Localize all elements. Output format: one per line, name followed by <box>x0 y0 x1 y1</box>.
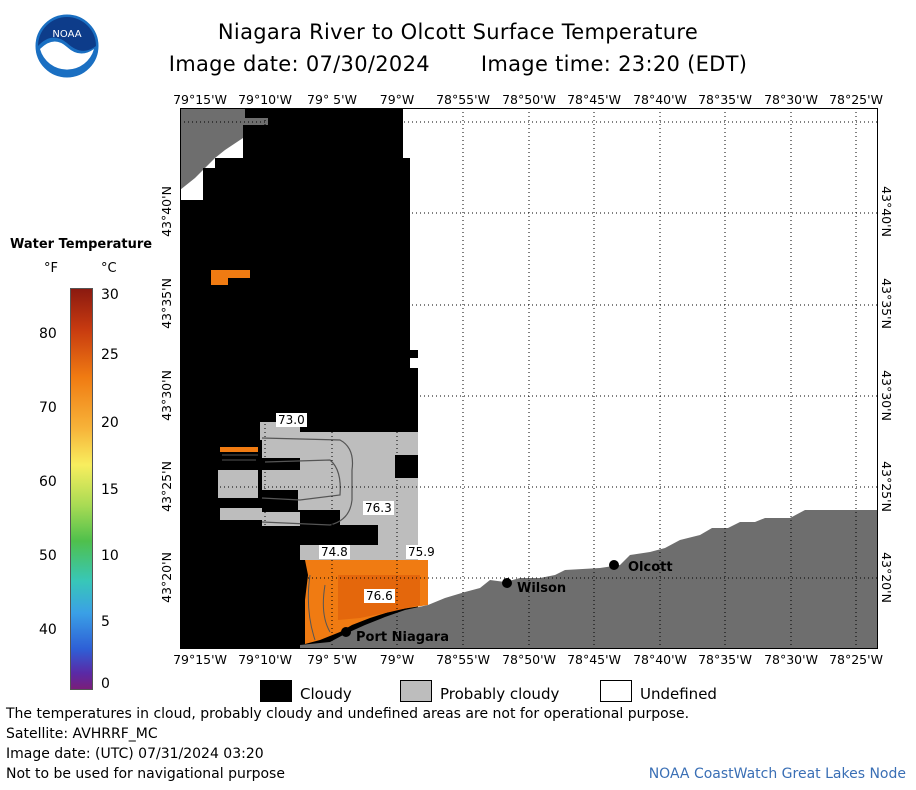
map-frame <box>180 108 878 649</box>
probably-cloudy-area <box>218 470 258 498</box>
lon-label-bottom: 78°50'W <box>502 652 556 667</box>
contour-line <box>261 459 341 501</box>
temperature-label: 76.6 <box>364 589 395 603</box>
lat-label-left: 43°30'N <box>158 370 174 421</box>
lon-label-bottom: 78°30'W <box>764 652 818 667</box>
utc-date-note: Image date: (UTC) 07/31/2024 03:20 <box>6 746 264 762</box>
noaa-logo-text: NOAA <box>52 29 81 40</box>
probably-cloudy-area <box>220 508 262 520</box>
probably-cloudy-label: Probably cloudy <box>440 685 560 703</box>
lat-label-right: 43°25'N <box>878 461 894 512</box>
satellite-note: Satellite: AVHRRF_MC <box>6 726 158 742</box>
noaa-logo-icon: NOAA <box>34 13 100 79</box>
disclaimer-note: The temperatures in cloud, probably clou… <box>6 706 690 722</box>
lat-label-left: 43°35'N <box>158 278 174 329</box>
lon-label-top: 78°50'W <box>502 92 556 107</box>
temperature-label: 74.8 <box>319 545 350 559</box>
lat-label-right: 43°40'N <box>878 186 894 237</box>
lat-label-right: 43°35'N <box>878 278 894 329</box>
place-wilson: Wilson <box>517 581 567 596</box>
c-tick: 30 <box>101 287 119 303</box>
f-tick: 70 <box>39 400 57 416</box>
credit-link[interactable]: NOAA CoastWatch Great Lakes Node <box>648 766 906 782</box>
lat-label-left: 43°20'N <box>158 552 174 603</box>
lon-label-top: 78°25'W <box>829 92 883 107</box>
lon-label-top: 78°55'W <box>436 92 490 107</box>
location-dot-icon <box>609 560 619 570</box>
f-tick: 60 <box>39 474 57 490</box>
temperature-label: 73.0 <box>276 413 307 427</box>
lon-label-top: 78°35'W <box>698 92 752 107</box>
lon-label-bottom: 78°25'W <box>829 652 883 667</box>
place-olcott: Olcott <box>628 560 673 575</box>
c-tick: 25 <box>101 347 119 363</box>
contour-line <box>222 454 258 461</box>
temperature-label: 75.9 <box>406 545 437 559</box>
lat-label-right: 43°30'N <box>878 370 894 421</box>
navigation-note: Not to be used for navigational purpose <box>6 766 285 782</box>
lon-label-top: 79°10'W <box>238 92 292 107</box>
cloudy-swatch <box>260 680 292 702</box>
warm-water-patch <box>211 270 250 285</box>
f-tick: 80 <box>39 326 57 342</box>
lon-label-top: 78°40'W <box>633 92 687 107</box>
probably-cloudy-area <box>260 422 418 560</box>
c-tick: 15 <box>101 482 119 498</box>
map-title: Niagara River to Olcott Surface Temperat… <box>217 20 699 44</box>
lon-label-top: 78°45'W <box>567 92 621 107</box>
lon-label-bottom: 78°55'W <box>436 652 490 667</box>
c-tick: 5 <box>101 614 110 630</box>
lon-label-top: 79°15'W <box>173 92 227 107</box>
contour-line <box>261 437 354 526</box>
c-tick: 0 <box>101 676 110 692</box>
graticule <box>180 108 878 649</box>
place-port-niagara: Port Niagara <box>356 630 449 645</box>
image-datetime: Image date: 07/30/2024 Image time: 23:20… <box>0 52 916 76</box>
temperature-label: 76.3 <box>363 501 394 515</box>
cloudy-label: Cloudy <box>300 685 352 703</box>
f-tick: 50 <box>39 548 57 564</box>
lon-label-bottom: 79°W <box>379 652 415 667</box>
legend-unit-c: °C <box>101 261 117 276</box>
image-time: Image time: 23:20 (EDT) <box>480 52 748 76</box>
image-date: Image date: 07/30/2024 <box>168 52 430 76</box>
land-canada <box>180 108 285 190</box>
lon-label-bottom: 79° 5'W <box>307 652 357 667</box>
contour-line <box>307 574 331 641</box>
location-dot-icon <box>341 627 351 637</box>
lon-label-bottom: 78°40'W <box>633 652 687 667</box>
surface-temperature-map <box>180 108 878 649</box>
legend-title: Water Temperature <box>10 237 153 252</box>
location-dot-icon <box>502 578 512 588</box>
undefined-label: Undefined <box>640 685 717 703</box>
lon-label-bottom: 78°35'W <box>698 652 752 667</box>
probably-cloudy-swatch <box>400 680 432 702</box>
lon-label-bottom: 79°10'W <box>238 652 292 667</box>
lon-label-bottom: 79°15'W <box>173 652 227 667</box>
land-usa <box>300 510 878 649</box>
legend-unit-f: °F <box>44 261 58 276</box>
c-tick: 20 <box>101 415 119 431</box>
temperature-color-bar <box>70 288 93 690</box>
undefined-swatch <box>600 680 632 702</box>
warm-water-patch <box>220 447 258 452</box>
lon-label-top: 79°W <box>379 92 415 107</box>
lat-label-right: 43°20'N <box>878 552 894 603</box>
f-tick: 40 <box>39 622 57 638</box>
c-tick: 10 <box>101 548 119 564</box>
lat-label-left: 43°40'N <box>158 186 174 237</box>
lon-label-bottom: 78°45'W <box>567 652 621 667</box>
lon-label-top: 79° 5'W <box>307 92 357 107</box>
lat-label-left: 43°25'N <box>158 461 174 512</box>
lon-label-top: 78°30'W <box>764 92 818 107</box>
